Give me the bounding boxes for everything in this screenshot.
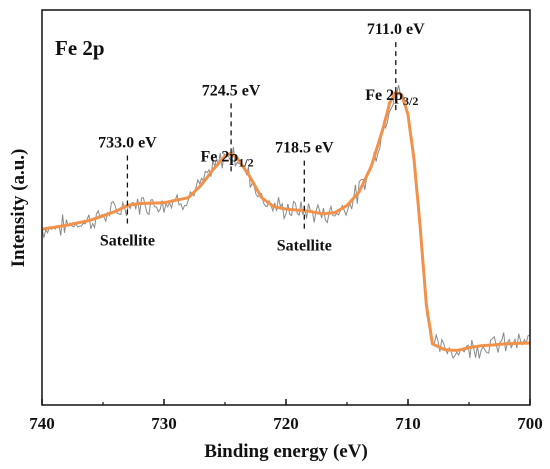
x-tick-label: 700 (517, 414, 543, 433)
peak-energy-label: 733.0 eV (98, 135, 157, 152)
x-tick-label: 720 (273, 414, 299, 433)
orbital-label-main: Fe 2p (365, 87, 403, 104)
x-tick-label: 710 (395, 414, 421, 433)
orbital-label-main: Fe 2p (201, 148, 239, 165)
x-tick-label: 730 (151, 414, 177, 433)
plot-area (41, 84, 531, 359)
peak-energy-label: 711.0 eV (367, 21, 425, 38)
y-axis-label: Intensity (a.u.) (8, 149, 29, 268)
orbital-label-subscript: 1/2 (238, 155, 253, 169)
orbital-label-subscript: 3/2 (403, 94, 418, 108)
chart-title: Fe 2p (55, 36, 105, 60)
peak-energy-label: 724.5 eV (202, 82, 261, 99)
orbital-label: Fe 2p1/2 (201, 148, 254, 169)
satellite-label: Satellite (100, 233, 155, 250)
x-axis-label: Binding energy (eV) (204, 441, 368, 462)
peak-energy-label: 718.5 eV (275, 140, 334, 157)
x-axis-ticks: 740 730 720 710 700 (29, 399, 543, 433)
orbital-label: Fe 2p3/2 (365, 87, 418, 108)
x-tick-label: 740 (29, 414, 55, 433)
raw-data-line (41, 84, 531, 359)
satellite-label: Satellite (277, 238, 332, 255)
fit-line (41, 90, 531, 352)
